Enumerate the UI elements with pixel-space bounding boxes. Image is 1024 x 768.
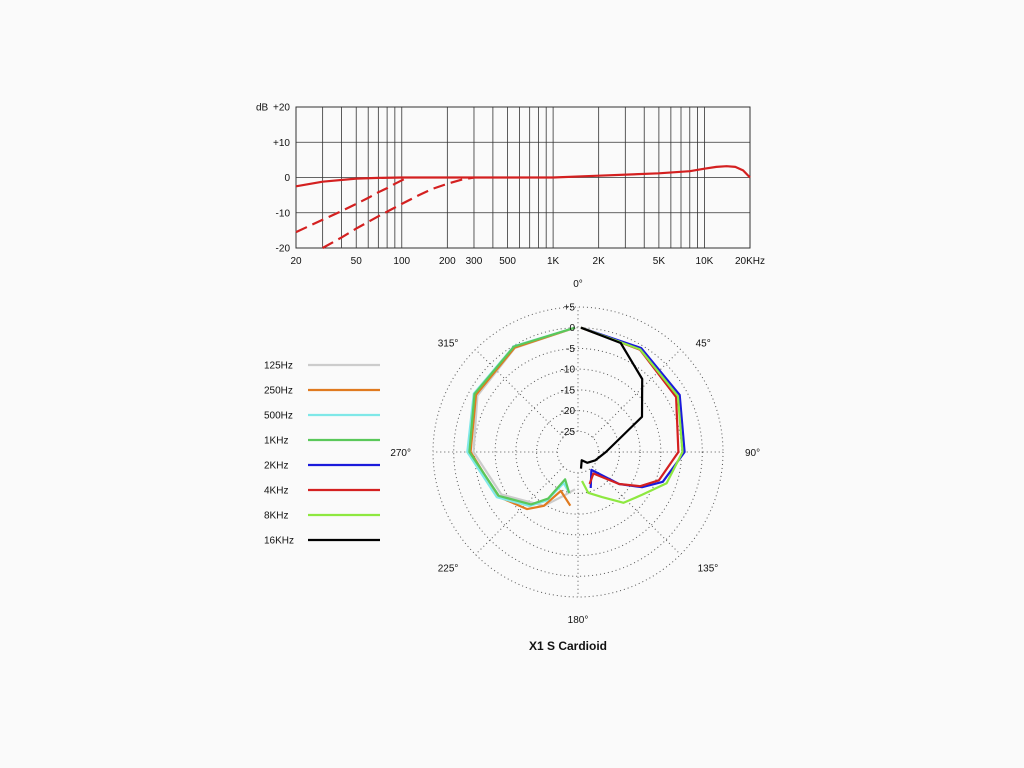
x-tick-label: 10K <box>696 256 714 267</box>
legend-label: 500Hz <box>264 411 293 422</box>
x-tick-label: 5K <box>653 256 666 267</box>
legend-label: 250Hz <box>264 386 293 397</box>
polar-series-2KHz <box>580 326 686 489</box>
polar-spoke <box>475 349 564 438</box>
radial-tick-label: -25 <box>561 427 576 438</box>
polar-title: X1 S Cardioid <box>529 639 607 653</box>
angle-label: 180° <box>568 615 589 626</box>
polar-ring <box>453 327 703 577</box>
legend: 125Hz 250Hz 500Hz 1KHz 2KHz 4KHz 8KHz 16KHz <box>264 361 380 547</box>
x-tick-label: 200 <box>439 256 456 267</box>
low-cut-curve <box>322 176 475 249</box>
polar-labels: +5 0 -5 -10 -15 -20 -25 0° 45° 90° 135° 180° 225° 270… <box>390 279 760 626</box>
polar-series-500Hz <box>466 326 576 508</box>
y-tick-label: +20 <box>273 103 290 114</box>
polar-series-1KHz <box>468 326 576 506</box>
polar-spoke <box>592 466 681 555</box>
angle-label: 135° <box>698 564 719 575</box>
angle-label: 0° <box>573 279 583 290</box>
y-axis-label: dB <box>256 103 269 114</box>
radial-tick-label: -5 <box>566 344 575 355</box>
polar-series-8KHz <box>580 326 684 504</box>
polar-curves <box>466 326 686 511</box>
frequency-response-labels: +20 +10 0 -10 -20 dB 20 50 100 200 300 500 1K 2K 5K 10K… <box>256 103 765 268</box>
radial-tick-label: 0 <box>569 323 575 334</box>
angle-label: 225° <box>438 564 459 575</box>
y-tick-label: -10 <box>276 208 291 219</box>
legend-label: 2KHz <box>264 461 288 472</box>
polar-ring <box>473 347 683 557</box>
x-tick-label: 20KHz <box>735 256 765 267</box>
x-tick-label: 50 <box>351 256 363 267</box>
angle-label: 315° <box>438 338 459 349</box>
angle-label: 90° <box>745 448 760 459</box>
x-tick-label: 2K <box>593 256 606 267</box>
radial-tick-label: +5 <box>564 303 576 314</box>
legend-label: 4KHz <box>264 486 288 497</box>
x-tick-label: 300 <box>466 256 483 267</box>
polar-ring <box>515 389 641 515</box>
radial-tick-label: -10 <box>561 365 576 376</box>
y-tick-label: 0 <box>284 173 290 184</box>
polar-spoke <box>475 466 564 555</box>
legend-label: 1KHz <box>264 436 288 447</box>
y-tick-label: -20 <box>276 244 291 255</box>
polar-ring <box>494 368 662 536</box>
low-cut-curve <box>295 176 409 234</box>
angle-label: 45° <box>696 338 711 349</box>
x-tick-label: 100 <box>393 256 410 267</box>
radial-tick-label: -15 <box>561 385 576 396</box>
angle-label: 270° <box>390 448 411 459</box>
x-tick-label: 500 <box>499 256 516 267</box>
legend-label: 125Hz <box>264 361 293 372</box>
frequency-response-curves <box>295 165 751 249</box>
x-tick-label: 20 <box>290 256 302 267</box>
polar-series-16KHz <box>579 326 644 469</box>
legend-label: 16KHz <box>264 536 294 547</box>
y-tick-label: +10 <box>273 138 290 149</box>
polar-spoke <box>592 349 681 438</box>
legend-label: 8KHz <box>264 511 288 522</box>
response-curve <box>295 165 751 188</box>
x-tick-label: 1K <box>547 256 560 267</box>
radial-tick-label: -20 <box>561 406 576 417</box>
polar-series-4KHz <box>580 326 680 488</box>
